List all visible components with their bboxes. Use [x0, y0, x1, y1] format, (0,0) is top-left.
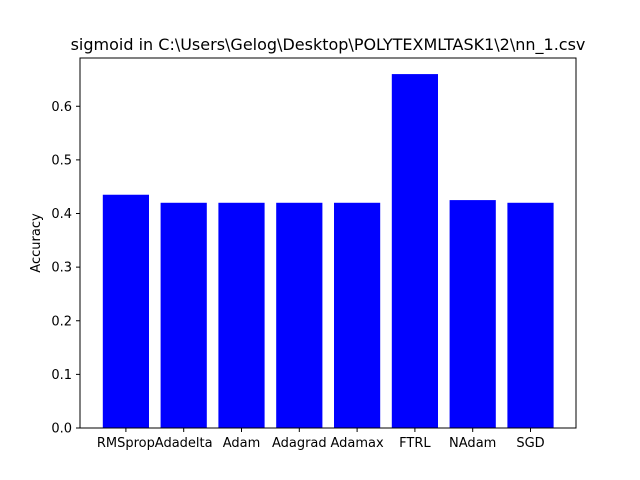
x-tick-label-rmsprop: RMSprop [97, 436, 155, 451]
bar-adadelta [160, 202, 207, 428]
plot-frame [79, 57, 577, 429]
chart-title: sigmoid in C:\Users\Gelog\Desktop\POLYTE… [71, 35, 586, 55]
y-tick-label: 0.1 [51, 368, 72, 383]
x-tick-label-adamax: Adamax [330, 436, 384, 451]
x-tick-label-sgd: SGD [516, 436, 544, 451]
y-tick-label: 0.6 [51, 100, 72, 115]
y-tick-label: 0.2 [51, 314, 72, 329]
bar-sgd [507, 202, 554, 428]
bar-adamax [334, 202, 381, 428]
bar-ftrl [391, 74, 438, 428]
y-tick-label: 0.0 [51, 422, 72, 437]
bars-layer [102, 74, 554, 428]
y-tick-label: 0.4 [51, 207, 72, 222]
x-tick-label-adadelta: Adadelta [155, 436, 213, 451]
x-tick-label-ftrl: FTRL [399, 436, 431, 451]
bar-rmsprop [102, 194, 149, 428]
y-tick-label: 0.5 [51, 153, 72, 168]
x-tick-label-adam: Adam [223, 436, 261, 451]
x-tick-label-nadam: NAdam [449, 436, 496, 451]
bar-adam [218, 202, 265, 428]
y-tick-label: 0.3 [51, 261, 72, 276]
x-tick-label-adagrad: Adagrad [272, 436, 327, 451]
x-axis-ticks: RMSprop Adadelta Adam Adagrad Adamax FTRL NAda… [97, 428, 545, 451]
y-axis-title: Accuracy [29, 213, 44, 273]
y-axis-ticks: 0.0 0.1 0.2 0.3 0.4 0.5 0.6 [51, 100, 80, 437]
bar-adagrad [276, 202, 323, 428]
bar-nadam [449, 200, 496, 428]
